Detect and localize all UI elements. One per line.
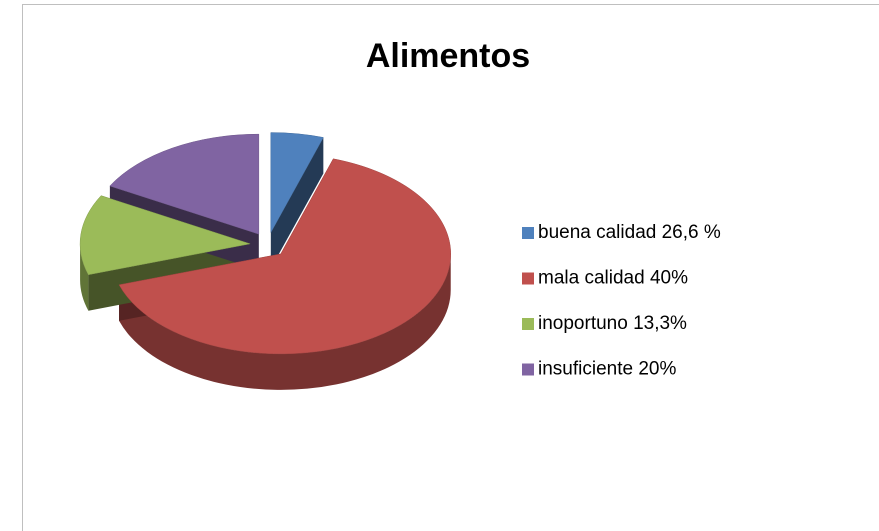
legend-label: insuficiente 20%	[538, 359, 676, 380]
legend: buena calidad 26,6 % mala calidad 40% inop…	[522, 222, 721, 380]
pie-tops	[79, 132, 451, 355]
legend-label: mala calidad 40%	[538, 268, 688, 289]
pie-slice	[79, 195, 251, 275]
legend-label: buena calidad 26,6 %	[538, 222, 721, 243]
pie-slice	[109, 133, 260, 235]
chart-title: Alimentos	[366, 37, 530, 75]
legend-label: inoportuno 13,3%	[538, 313, 687, 334]
legend-swatch	[522, 272, 534, 285]
pie-slice	[270, 132, 324, 233]
pie-slice	[118, 158, 451, 355]
legend-swatch	[522, 318, 534, 330]
pie-side	[119, 253, 451, 390]
pie-side	[80, 243, 89, 311]
legend-swatch	[522, 227, 534, 239]
pie-cut	[270, 137, 324, 269]
legend-swatch	[522, 363, 534, 376]
